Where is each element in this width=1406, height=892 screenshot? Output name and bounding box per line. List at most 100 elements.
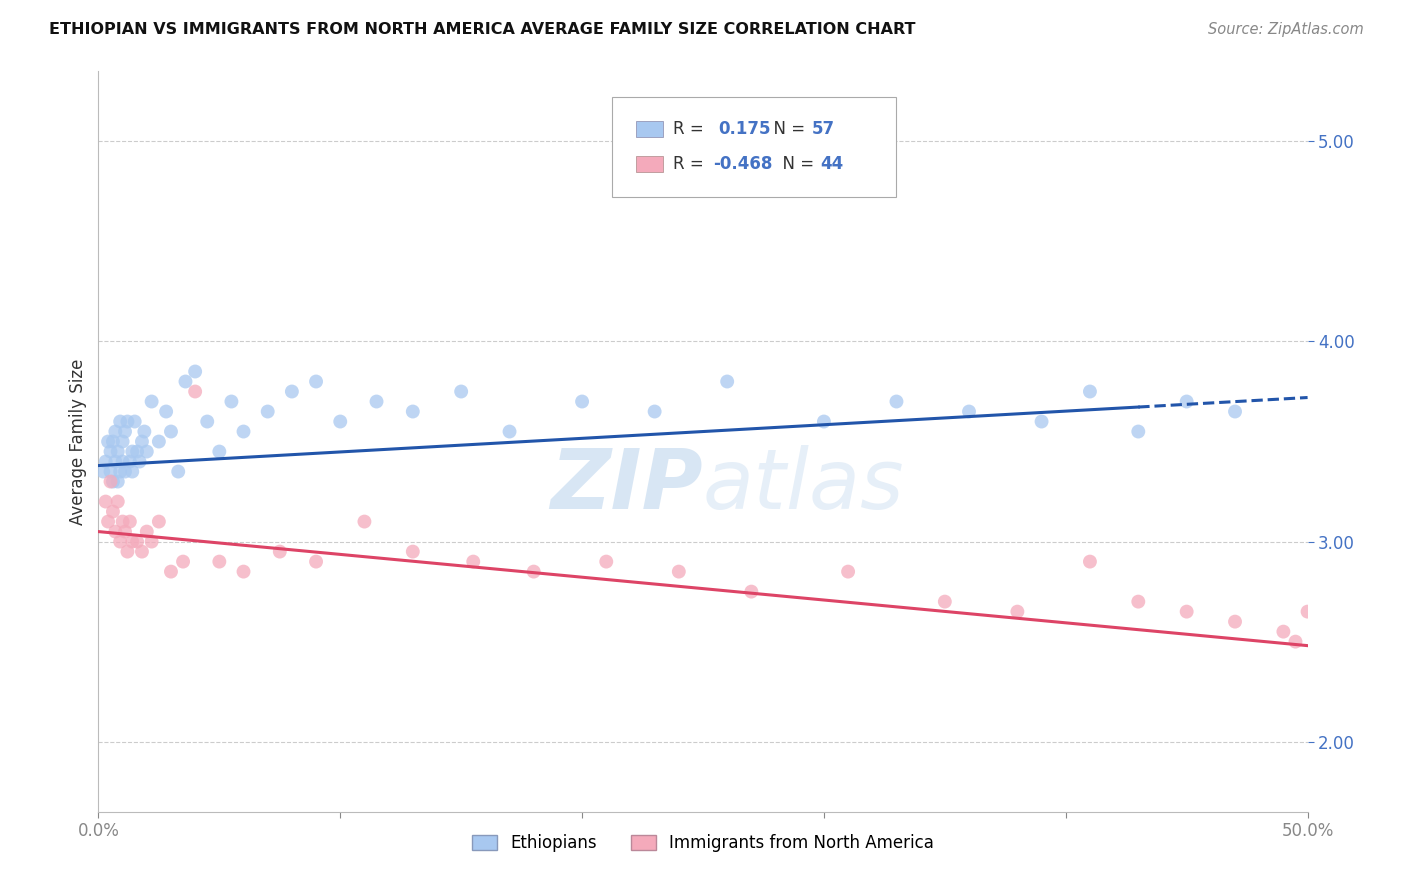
Point — [121, 444, 143, 458]
Point — [1007, 605, 1029, 619]
Text: 44: 44 — [820, 155, 844, 173]
Point — [232, 565, 254, 579]
Point — [256, 404, 278, 418]
Point — [131, 434, 153, 449]
Point — [1078, 384, 1101, 399]
Point — [174, 375, 197, 389]
Y-axis label: Average Family Size: Average Family Size — [69, 359, 87, 524]
Point — [366, 394, 388, 409]
Point — [111, 434, 134, 449]
Text: N =: N = — [772, 155, 820, 173]
Point — [101, 505, 124, 519]
Point — [108, 415, 131, 429]
Point — [97, 515, 120, 529]
Text: ZIP: ZIP — [550, 445, 703, 526]
Point — [141, 534, 163, 549]
Point — [101, 434, 124, 449]
Point — [100, 465, 122, 479]
Point — [1320, 714, 1343, 729]
Point — [117, 544, 139, 558]
Point — [118, 515, 141, 529]
Point — [1333, 695, 1355, 709]
Point — [740, 584, 762, 599]
Point — [716, 375, 738, 389]
Point — [571, 394, 593, 409]
Point — [100, 475, 122, 489]
Point — [195, 415, 218, 429]
Point — [463, 555, 485, 569]
Point — [134, 425, 156, 439]
Point — [184, 384, 207, 399]
Point — [148, 434, 170, 449]
Point — [1175, 605, 1198, 619]
Point — [117, 415, 139, 429]
Point — [107, 475, 129, 489]
Point — [957, 404, 980, 418]
Point — [160, 565, 183, 579]
Point — [498, 425, 520, 439]
Text: ETHIOPIAN VS IMMIGRANTS FROM NORTH AMERICA AVERAGE FAMILY SIZE CORRELATION CHART: ETHIOPIAN VS IMMIGRANTS FROM NORTH AMERI… — [49, 22, 915, 37]
Point — [644, 404, 666, 418]
Point — [127, 534, 149, 549]
Point — [107, 444, 129, 458]
Point — [111, 454, 134, 468]
Point — [167, 465, 190, 479]
Point — [1175, 394, 1198, 409]
Text: 57: 57 — [811, 120, 835, 138]
Point — [114, 465, 136, 479]
Point — [813, 415, 835, 429]
Point — [305, 555, 328, 569]
Text: Source: ZipAtlas.com: Source: ZipAtlas.com — [1208, 22, 1364, 37]
Point — [329, 415, 352, 429]
Point — [523, 565, 546, 579]
Text: atlas: atlas — [703, 445, 904, 526]
Point — [934, 594, 956, 608]
Point — [94, 454, 117, 468]
Point — [305, 375, 328, 389]
Point — [135, 444, 157, 458]
Point — [1223, 404, 1246, 418]
Point — [121, 534, 143, 549]
Point — [402, 404, 425, 418]
Text: -0.468: -0.468 — [713, 155, 772, 173]
Point — [91, 465, 114, 479]
Point — [1284, 634, 1306, 648]
Point — [94, 494, 117, 508]
Point — [131, 544, 153, 558]
Point — [155, 404, 177, 418]
Point — [402, 544, 425, 558]
Point — [208, 555, 231, 569]
Point — [141, 394, 163, 409]
Point — [111, 515, 134, 529]
Point — [100, 444, 122, 458]
Point — [104, 454, 127, 468]
Point — [104, 524, 127, 539]
Point — [1309, 615, 1331, 629]
Point — [121, 465, 143, 479]
Text: 0.175: 0.175 — [718, 120, 772, 138]
Point — [1128, 594, 1150, 608]
Point — [104, 425, 127, 439]
Point — [208, 444, 231, 458]
Point — [668, 565, 690, 579]
Point — [172, 555, 194, 569]
Point — [281, 384, 304, 399]
Point — [232, 425, 254, 439]
Text: R =: R = — [672, 155, 709, 173]
Point — [114, 425, 136, 439]
Point — [127, 444, 149, 458]
Point — [118, 454, 141, 468]
Point — [1031, 415, 1053, 429]
Point — [353, 515, 375, 529]
Bar — [637, 156, 664, 172]
Point — [886, 394, 908, 409]
Point — [107, 494, 129, 508]
Point — [135, 524, 157, 539]
Point — [1078, 555, 1101, 569]
Bar — [637, 121, 664, 137]
Point — [128, 454, 150, 468]
Point — [124, 415, 146, 429]
Point — [114, 524, 136, 539]
Point — [595, 555, 617, 569]
Point — [1223, 615, 1246, 629]
